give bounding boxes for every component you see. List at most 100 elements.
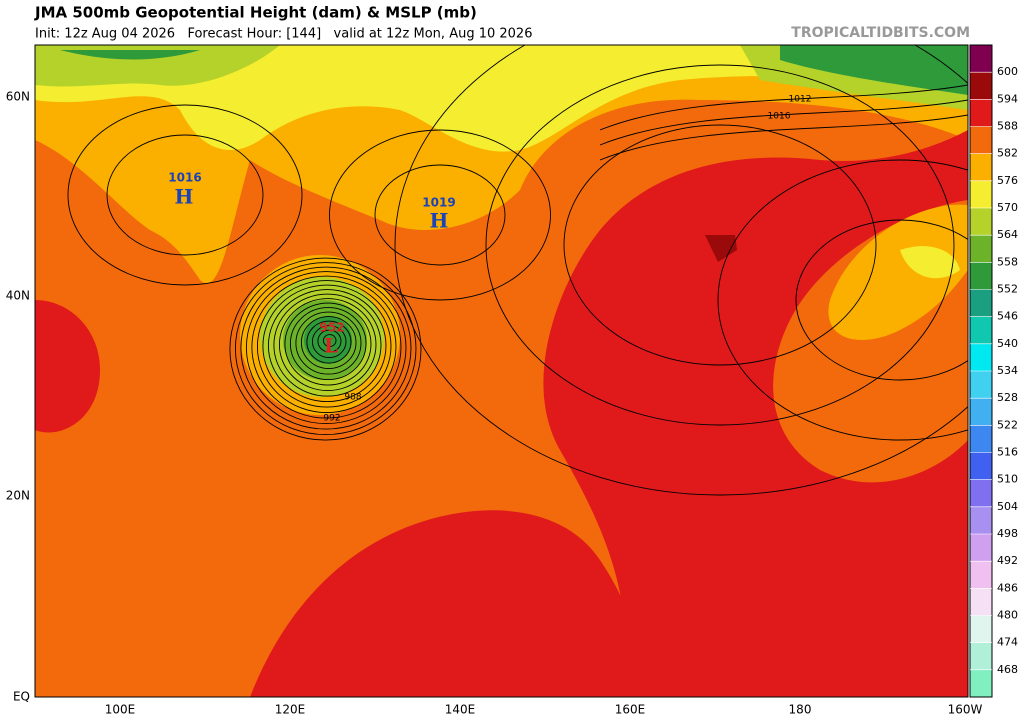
isobar	[317, 329, 342, 353]
colorbar-label: 534	[997, 364, 1018, 377]
isobar	[599, 99, 968, 146]
colorbar-label: 588	[997, 120, 1018, 133]
isobar	[599, 84, 968, 131]
colorbar-label: 492	[997, 554, 1018, 567]
contour-570	[900, 246, 960, 279]
isobar	[262, 284, 392, 408]
pressure-value: 952	[319, 321, 344, 335]
low-symbol: L	[324, 334, 338, 358]
colorbar-swatch	[970, 615, 992, 644]
colorbar-label: 480	[997, 609, 1018, 622]
lat-label: 60N	[6, 90, 30, 104]
colorbar-label: 564	[997, 228, 1018, 241]
colorbar-label: 510	[997, 473, 1018, 486]
colorbar-label: 594	[997, 92, 1018, 105]
map-frame	[34, 44, 969, 698]
isobar	[295, 311, 362, 375]
lon-label: 140E	[445, 703, 476, 717]
isobar	[300, 316, 357, 370]
lat-label: 40N	[6, 289, 30, 303]
colorbar-swatch	[970, 126, 992, 155]
colorbar-label: 516	[997, 446, 1018, 459]
isobar	[106, 134, 264, 256]
isobar	[394, 45, 968, 496]
isobar	[306, 320, 352, 364]
colorbar-swatch	[970, 398, 992, 426]
title: JMA 500mb Geopotential Height (dam) & MS…	[34, 4, 477, 22]
isobar-label: 992	[323, 414, 340, 424]
contour-588	[250, 510, 640, 697]
lon-label: 120E	[275, 703, 306, 717]
lon-label: 160W	[948, 703, 983, 717]
isobar	[563, 124, 877, 366]
isobar	[240, 266, 412, 430]
lat-label: EQ	[13, 690, 30, 704]
colorbar-swatch	[970, 425, 992, 453]
colorbar-swatch	[970, 588, 992, 616]
colorbar-swatch	[970, 262, 992, 290]
colorbar-label: 582	[997, 147, 1018, 160]
colorbar-swatch	[970, 642, 992, 671]
isobar	[256, 280, 397, 414]
colorbar-swatch	[970, 534, 992, 562]
colorbar-swatch	[970, 316, 992, 345]
contour-558	[60, 45, 968, 95]
contour-576	[828, 204, 968, 340]
isobar	[329, 129, 551, 301]
lon-label: 160E	[615, 703, 646, 717]
isobar-label: 1016	[768, 112, 791, 122]
isobar	[245, 271, 407, 425]
colorbar-label: 558	[997, 255, 1018, 268]
isobar	[234, 262, 417, 436]
colorbar-label: 486	[997, 581, 1018, 594]
subtitle: Init: 12z Aug 04 2026 Forecast Hour: [14…	[35, 27, 532, 42]
colorbar-swatch	[970, 289, 992, 318]
lon-label: 180	[789, 703, 812, 717]
pressure-value: 1016	[168, 171, 201, 185]
colorbar-swatch	[970, 180, 992, 209]
colorbar-label: 570	[997, 201, 1018, 214]
isobar	[267, 289, 387, 403]
colorbar-label: 576	[997, 174, 1018, 187]
colorbar-label: 528	[997, 391, 1018, 404]
colorbar-swatch	[970, 343, 992, 372]
colorbar-label: 552	[997, 283, 1018, 296]
colorbar-swatch	[970, 479, 992, 508]
colorbar-label: 474	[997, 636, 1018, 649]
high-symbol: H	[175, 185, 194, 209]
colorbar-label: 600	[997, 65, 1018, 78]
isobar-label: 988	[344, 393, 361, 403]
isobar	[311, 325, 347, 359]
colorbar-label: 504	[997, 500, 1018, 513]
map: 1016 H 1019 H 952 L 988 992 1012 1016	[35, 45, 968, 697]
isobar	[322, 334, 337, 348]
high-symbol: H	[430, 209, 449, 233]
colorbar: 600 594 588 582 576 570 564 558 552 546 540 534 528 5…	[969, 44, 1018, 698]
contour-594	[705, 235, 737, 262]
isobar	[284, 302, 372, 386]
colorbar-swatch	[970, 99, 992, 127]
colorbar-label: 546	[997, 310, 1018, 323]
lon-label: 100E	[105, 703, 136, 717]
colorbar-swatch	[970, 561, 992, 589]
isobar	[273, 293, 382, 397]
colorbar-swatch	[970, 452, 992, 481]
contour-570	[35, 45, 968, 152]
isobar	[278, 298, 377, 392]
brand: TROPICALTIDBITS.COM	[791, 25, 970, 41]
isobar	[717, 159, 968, 441]
colorbar-swatch	[970, 669, 992, 698]
colorbar-label: 522	[997, 418, 1018, 431]
isobar	[289, 307, 367, 381]
colorbar-swatch	[970, 371, 992, 399]
lat-label: 20N	[6, 489, 30, 503]
colorbar-swatch	[970, 208, 992, 236]
colorbar-label: 498	[997, 527, 1018, 540]
isobar	[599, 114, 968, 161]
colorbar-swatch	[970, 506, 992, 535]
isobar	[795, 219, 968, 381]
isobar	[67, 104, 303, 286]
isobar	[374, 164, 506, 266]
colorbar-swatch	[970, 45, 992, 73]
